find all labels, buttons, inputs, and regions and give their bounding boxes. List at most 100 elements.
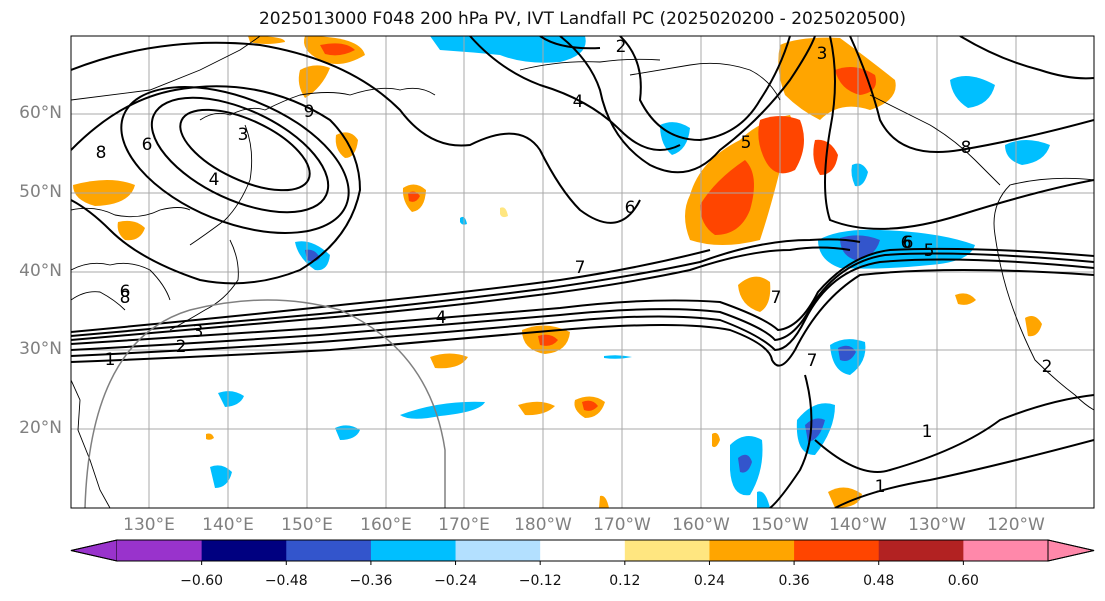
ivt-negative-patch (218, 391, 244, 407)
colorbar-tick-label: 0.24 (693, 573, 726, 589)
contour-label: 5 (741, 133, 752, 153)
map-title: 2025013000 F048 200 hPa PV, IVT Landfall… (258, 9, 906, 29)
contour-label: 4 (573, 92, 584, 112)
contour-label: 6 (625, 198, 636, 218)
ivt-negative-patch (210, 465, 232, 488)
longitude-label: 160°E (360, 515, 412, 535)
contour-label: 8 (961, 138, 972, 158)
ivt-positive-patch (1025, 316, 1042, 337)
gridlines (71, 36, 1094, 508)
ivt-positive-patch (758, 116, 804, 174)
colorbar-segment (201, 540, 287, 561)
ivt-positive-patch (778, 37, 896, 120)
ivt-negative-patch (500, 207, 508, 218)
ivt-positive-patch (582, 400, 598, 411)
colorbar-segment (709, 540, 795, 561)
ivt-negative-patch (851, 163, 868, 187)
colorbar-segment (794, 540, 880, 561)
contour-label: 2 (1042, 357, 1053, 377)
colorbar-segment (286, 540, 372, 561)
contour-label: 7 (575, 258, 586, 278)
ivt-positive-patch (700, 160, 754, 235)
colorbar-segment (455, 540, 541, 561)
longitude-label: 180°W (514, 515, 572, 535)
ivt-negative-patch (738, 454, 752, 473)
contour-label: 3 (238, 125, 249, 145)
colorbar-tick-label: −0.48 (264, 573, 308, 589)
range-ring (84, 299, 446, 508)
colorbar-tick-label: −0.60 (180, 573, 224, 589)
pv-contours (71, 36, 1094, 508)
colorbar-segment (624, 540, 710, 561)
latitude-label: 30°N (19, 339, 62, 359)
contour-label: 8 (120, 288, 131, 308)
colorbar-segment (117, 540, 203, 561)
contour-label: 2 (176, 337, 187, 357)
colorbar-tick-label: 0.60 (947, 573, 979, 589)
colorbar-extend-max (1047, 539, 1095, 562)
longitude-label: 160°W (672, 515, 730, 535)
ivt-negative-patch (757, 491, 770, 508)
latitude-label: 40°N (19, 261, 62, 281)
longitude-label: 150°E (281, 515, 333, 535)
latitude-label: 60°N (19, 103, 62, 123)
colorbar-tick-label: 0.12 (609, 573, 641, 589)
latitude-label: 50°N (19, 182, 62, 202)
ivt-positive-patch (430, 353, 468, 369)
ivt-positive-patch (117, 220, 145, 241)
contour-label: 8 (96, 143, 107, 163)
ivt-negative-patch (604, 355, 632, 359)
ivt-positive-patch (320, 43, 355, 56)
longitude-label: 140°W (829, 515, 887, 535)
ivt-positive-patch (828, 487, 862, 508)
latitude-label: 20°N (19, 418, 62, 438)
ivt-positive-patch (738, 276, 771, 312)
colorbar-frame (70, 539, 1095, 562)
contour-label: 2 (616, 37, 627, 57)
colorbar-tick-label: −0.12 (518, 573, 562, 589)
ivt-negative-patch (660, 122, 690, 155)
ivt-shading-layer (73, 36, 1050, 508)
colorbar-tick-label: −0.36 (349, 573, 393, 589)
ivt-positive-patch (518, 401, 555, 416)
ivt-negative-patch (950, 76, 995, 108)
contour-label: 1 (875, 477, 886, 497)
colorbar-extend-min (70, 539, 118, 562)
longitude-label: 150°W (751, 515, 809, 535)
contour-label: 1 (922, 422, 933, 442)
ivt-positive-patch (955, 293, 976, 305)
contour-label: 3 (193, 322, 204, 342)
contour-label: 7 (807, 351, 818, 371)
longitude-label: 120°W (987, 515, 1045, 535)
contour-label: 6 (903, 233, 914, 253)
contour-label: 4 (436, 308, 447, 328)
colorbar-segment (878, 540, 964, 561)
contour-label: 4 (209, 170, 220, 190)
contour-label: 1 (105, 350, 116, 370)
longitude-label: 140°E (202, 515, 254, 535)
longitude-label: 170°E (438, 515, 490, 535)
contour-label: 6 (120, 282, 131, 302)
colorbar-segment (540, 540, 626, 561)
contour-label: 3 (817, 44, 828, 64)
longitude-label: 130°E (123, 515, 175, 535)
ivt-positive-patch (599, 495, 609, 508)
colorbar-segment (370, 540, 457, 561)
ivt-positive-patch (712, 432, 720, 448)
map-frame (70, 35, 1095, 509)
colorbar-tick-label: −0.24 (434, 573, 477, 589)
contour-label: 7 (771, 288, 782, 308)
longitude-label: 130°W (908, 515, 966, 535)
longitude-label: 170°W (593, 515, 651, 535)
contour-labels: 86347968245687657123412163 (96, 37, 1053, 497)
ivt-positive-patch (206, 433, 214, 440)
ivt-negative-patch (430, 36, 586, 63)
contour-label: 5 (924, 241, 935, 261)
ivt-positive-patch (408, 191, 420, 202)
colorbar (70, 539, 1095, 565)
colorbar-segment (963, 540, 1049, 561)
colorbar-tick-label: 0.48 (863, 573, 895, 589)
contour-label: 9 (304, 102, 315, 122)
contour-label: 6 (142, 135, 153, 155)
